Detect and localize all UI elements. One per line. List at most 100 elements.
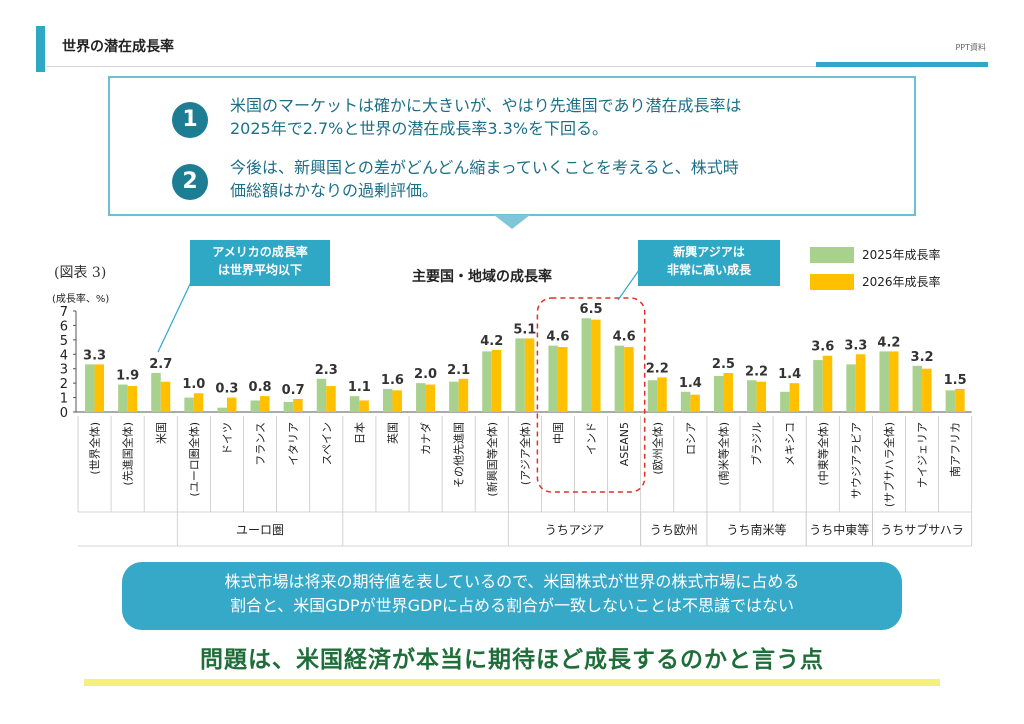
- category-label: (先進国全体): [121, 422, 135, 486]
- data-label: 2.7: [149, 357, 172, 372]
- bar-2026: [624, 347, 634, 412]
- y-tick-label: 4: [60, 348, 68, 363]
- header-divider: [46, 66, 986, 67]
- bar-2025: [747, 380, 757, 412]
- y-tick-label: 0: [60, 406, 68, 421]
- legend-label-2026: 2026年成長率: [862, 275, 941, 289]
- category-label: その他先進国: [453, 422, 466, 488]
- data-label: 4.2: [877, 335, 900, 350]
- bar-2025: [813, 360, 823, 412]
- callout-america: アメリカの成長率 は世界平均以下: [190, 240, 330, 286]
- data-label: 1.5: [944, 373, 967, 388]
- data-label: 2.1: [447, 363, 470, 378]
- page-title: 世界の潜在成長率: [62, 39, 174, 55]
- category-label: 中国: [552, 422, 565, 444]
- data-label: 2.3: [315, 363, 338, 378]
- category-label: イタリア: [287, 422, 300, 466]
- point-1-line2: 2025年で2.7%と世界の潜在成長率3.3%を下回る。: [230, 119, 609, 138]
- bar-2025: [382, 388, 393, 412]
- intro-pointer: [494, 215, 530, 229]
- category-label: 英国: [385, 422, 399, 444]
- data-label: 1.0: [182, 377, 205, 392]
- category-label: (ユーロ圏全体): [187, 422, 201, 497]
- bar-2025: [316, 378, 327, 412]
- y-axis-unit: (成長率、%): [52, 294, 110, 305]
- category-label: (中東等全体): [816, 422, 830, 486]
- data-label: 3.6: [811, 340, 834, 355]
- bar-2026: [359, 400, 369, 412]
- legend-item-2026: 2026年成長率: [810, 273, 941, 290]
- bar-2025: [548, 345, 558, 412]
- category-label: スペイン: [320, 422, 333, 465]
- header-right-label: PPT資料: [955, 43, 986, 52]
- data-label: 2.2: [646, 361, 669, 376]
- bar-2026: [226, 397, 237, 412]
- highlight-box: [536, 297, 646, 493]
- data-label: 1.1: [348, 380, 371, 395]
- bar-2026: [822, 355, 833, 412]
- category-label: (欧州全体): [650, 422, 664, 475]
- data-label: 3.3: [844, 338, 867, 353]
- data-label: 1.4: [679, 376, 702, 391]
- bar-2025: [349, 396, 360, 412]
- category-label: サウジアラビア: [850, 422, 863, 499]
- bar-2025: [217, 407, 227, 412]
- category-label: (新興国等全体): [485, 422, 499, 497]
- callout-america-line2: は世界平均以下: [217, 263, 302, 277]
- category-label: 米国: [155, 422, 168, 444]
- point-1-line1: 米国のマーケットは確かに大きいが、やはり先進国であり潜在成長率は: [230, 96, 742, 115]
- point-1-text: 米国のマーケットは確かに大きいが、やはり先進国であり潜在成長率は 2025年で2…: [230, 94, 742, 140]
- figure-label: (図表 3): [54, 265, 107, 281]
- category-label: (サブサハラ全体): [882, 422, 896, 507]
- point-1-number: 1: [172, 102, 208, 138]
- data-label: 1.4: [778, 367, 801, 382]
- point-2-line2: 価総額はかなりの過剰評価。: [230, 181, 439, 200]
- group-label: うちアジア: [545, 523, 605, 537]
- point-2-text: 今後は、新興国との差がどんどん縮まっていくことを考えると、株式時 価総額はかなり…: [230, 156, 739, 202]
- bar-2026: [160, 381, 171, 412]
- data-label: 4.6: [613, 330, 636, 345]
- y-tick-label: 2: [60, 377, 68, 392]
- legend-swatch-2025: [810, 246, 854, 263]
- note-line2: 割合と、米国GDPが世界GDPに占める割合が一致しないことは不思議ではない: [229, 596, 795, 615]
- data-label: 2.2: [745, 364, 768, 379]
- y-tick-label: 1: [60, 392, 68, 407]
- category-label: インド: [585, 422, 598, 455]
- bar-2026: [458, 378, 469, 412]
- bar-2026: [94, 364, 105, 412]
- data-label: 2.0: [414, 367, 437, 382]
- bar-2026: [260, 396, 270, 412]
- bar-2026: [193, 393, 204, 412]
- note-line1: 株式市場は将来の期待値を表しているので、米国株式が世界の株式市場に占める: [224, 572, 800, 591]
- bar-2026: [789, 383, 800, 412]
- bar-2025: [614, 345, 625, 412]
- category-label: ナイジェリア: [916, 422, 929, 488]
- data-label: 1.6: [381, 373, 404, 388]
- legend-label-2025: 2025年成長率: [862, 248, 941, 262]
- category-label: フランス: [254, 422, 267, 466]
- bar-2026: [491, 349, 502, 412]
- bar-2025: [780, 391, 790, 412]
- bar-2026: [657, 377, 667, 412]
- category-label: 南アフリカ: [949, 422, 962, 477]
- bar-2026: [293, 399, 303, 412]
- bar-2026: [955, 388, 965, 412]
- bar-2026: [524, 338, 535, 412]
- legend-swatch-2026: [810, 273, 854, 290]
- bar-2026: [756, 381, 767, 412]
- category-label: ドイツ: [221, 422, 234, 455]
- bar-2025: [482, 351, 492, 412]
- bar-2025: [85, 364, 95, 412]
- data-label: 5.1: [513, 322, 536, 337]
- y-tick-label: 6: [60, 319, 68, 334]
- data-label: 0.8: [249, 380, 272, 395]
- bar-2026: [723, 373, 733, 412]
- group-label: うちサブサハラ: [880, 522, 964, 537]
- bar-2025: [846, 364, 856, 412]
- callout-asia-line1: 新興アジアは: [673, 245, 745, 259]
- category-label: (アジア全体): [518, 422, 532, 485]
- group-label: ユーロ圏: [236, 523, 284, 537]
- header-right-accent: [816, 62, 988, 67]
- data-label: 4.2: [480, 334, 503, 349]
- bar-2025: [647, 380, 658, 412]
